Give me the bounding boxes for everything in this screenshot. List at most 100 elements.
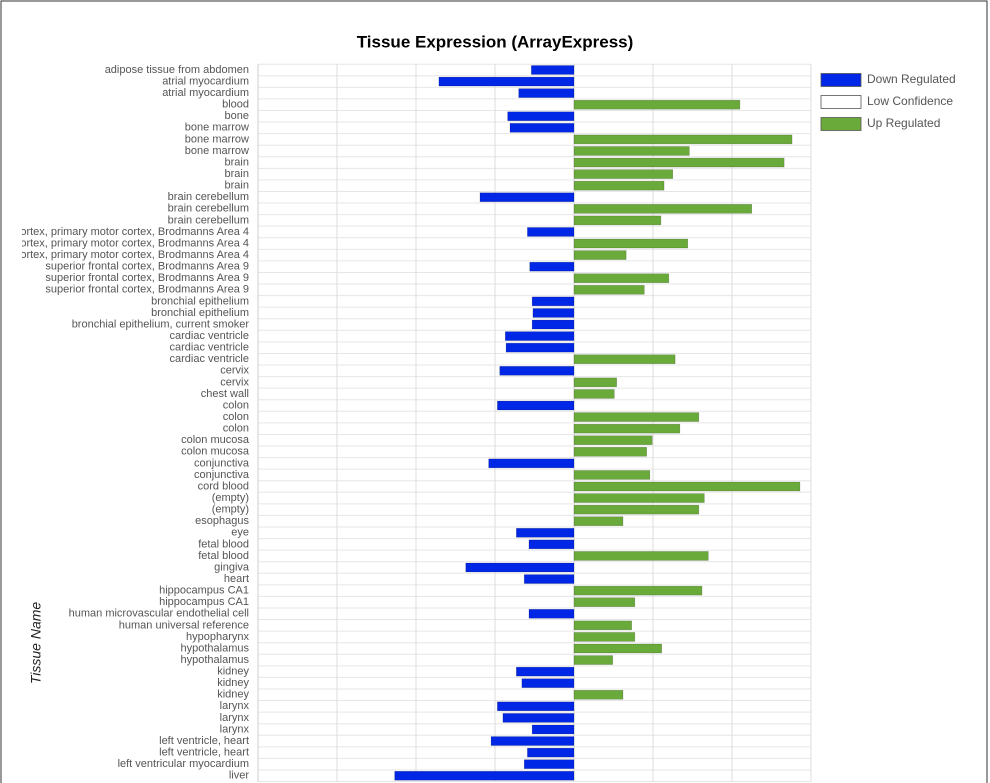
y-tick-label: blood xyxy=(222,99,249,111)
bar xyxy=(523,759,575,769)
y-tick-label: colon xyxy=(223,399,249,411)
y-tick-label: kidney xyxy=(217,677,249,689)
y-tick-label: atrial myocardium xyxy=(162,87,249,99)
bar xyxy=(573,134,793,145)
y-tick-label: bronchial epithelium xyxy=(151,307,249,319)
y-tick-label: cerebral cortex, primary motor cortex, B… xyxy=(0,226,249,238)
y-tick-label: cord blood xyxy=(198,480,249,492)
y-tick-label: eye xyxy=(231,527,249,539)
bar xyxy=(516,666,575,677)
y-tick-label: (empty) xyxy=(212,504,249,516)
bar xyxy=(573,169,674,179)
bar xyxy=(573,146,690,156)
y-tick-label: hippocampus CA1 xyxy=(159,596,249,608)
bar xyxy=(490,736,575,746)
y-tick-label: (empty) xyxy=(212,492,249,504)
y-tick-label: chest wall xyxy=(201,388,249,400)
y-tick-label: cervix xyxy=(220,376,249,388)
y-tick-label: bronchial epithelium, current smoker xyxy=(72,318,250,330)
y-tick-label: cerebral cortex, primary motor cortex, B… xyxy=(0,249,249,261)
y-tick-label: hypothalamus xyxy=(181,654,250,666)
bar xyxy=(573,470,651,480)
y-tick-label: brain cerebellum xyxy=(168,214,249,226)
bar xyxy=(573,389,615,399)
y-tick-label: left ventricular myocardium xyxy=(118,758,249,770)
y-tick-label: heart xyxy=(224,573,249,585)
y-tick-label: atrial myocardium xyxy=(162,75,249,87)
y-tick-label: bronchial epithelium xyxy=(151,295,249,307)
bar xyxy=(521,678,575,688)
y-tick-label: cardiac ventricle xyxy=(170,342,249,354)
bar xyxy=(573,516,624,526)
y-tick-label: brain cerebellum xyxy=(168,203,249,215)
bar xyxy=(528,539,575,550)
y-tick-label: liver xyxy=(229,770,250,782)
bar xyxy=(573,643,662,654)
bar xyxy=(497,400,575,411)
bar xyxy=(479,192,575,203)
y-tick-label: esophagus xyxy=(195,515,249,527)
legend-label: Low Confidence xyxy=(867,94,953,108)
bar xyxy=(529,261,575,272)
bar xyxy=(573,180,665,191)
bar xyxy=(527,227,575,237)
y-tick-label: brain xyxy=(225,156,249,168)
bar xyxy=(573,689,624,700)
bar xyxy=(507,111,575,122)
bar xyxy=(497,701,575,712)
bar xyxy=(573,655,614,665)
bar xyxy=(573,204,753,214)
bar xyxy=(573,597,636,607)
y-tick-label: human universal reference xyxy=(119,619,249,631)
bar xyxy=(532,308,575,318)
y-tick-label: fetal blood xyxy=(198,550,249,562)
bar xyxy=(531,319,575,330)
y-tick-label: larynx xyxy=(220,712,250,724)
y-tick-label: conjunctiva xyxy=(194,457,250,469)
y-tick-label: brain xyxy=(225,168,249,180)
bar xyxy=(528,608,575,619)
bar xyxy=(438,76,575,87)
y-tick-label: brain xyxy=(225,180,249,192)
bar xyxy=(531,65,575,75)
y-tick-label: fetal blood xyxy=(198,538,249,550)
bar xyxy=(573,493,705,503)
bar xyxy=(573,273,670,284)
bar xyxy=(573,620,632,631)
legend-label: Down Regulated xyxy=(867,72,956,86)
y-tick-label: superior frontal cortex, Brodmanns Area … xyxy=(45,284,249,296)
y-tick-label: hypopharynx xyxy=(186,631,249,643)
y-tick-label: larynx xyxy=(220,723,250,735)
bar xyxy=(531,724,575,735)
y-tick-label: bone marrow xyxy=(185,133,249,145)
bar xyxy=(573,551,709,561)
y-tick-label: left ventricle, heart xyxy=(159,747,249,759)
bar xyxy=(573,377,617,388)
y-tick-label: kidney xyxy=(217,689,249,701)
y-tick-label: adipose tissue from abdomen xyxy=(105,64,249,76)
legend-swatch xyxy=(820,95,862,109)
bar xyxy=(573,285,645,295)
bar xyxy=(488,458,575,469)
y-tick-label: gingiva xyxy=(214,561,250,573)
bar xyxy=(573,435,653,446)
bar xyxy=(505,342,575,353)
legend-swatch xyxy=(820,117,862,131)
y-tick-label: cardiac ventricle xyxy=(170,353,249,365)
bar xyxy=(573,215,662,226)
bar xyxy=(573,412,700,422)
y-tick-label: conjunctiva xyxy=(194,469,250,481)
bar xyxy=(573,99,741,110)
bar xyxy=(573,585,703,596)
bar xyxy=(573,632,636,642)
y-tick-label: cervix xyxy=(220,365,249,377)
y-tick-label: cardiac ventricle xyxy=(170,330,249,342)
bar xyxy=(573,504,700,515)
chart-title: Tissue Expression (ArrayExpress) xyxy=(357,32,634,51)
y-tick-label: colon mucosa xyxy=(181,434,250,446)
legend-swatch xyxy=(820,73,862,87)
bar xyxy=(573,238,689,249)
